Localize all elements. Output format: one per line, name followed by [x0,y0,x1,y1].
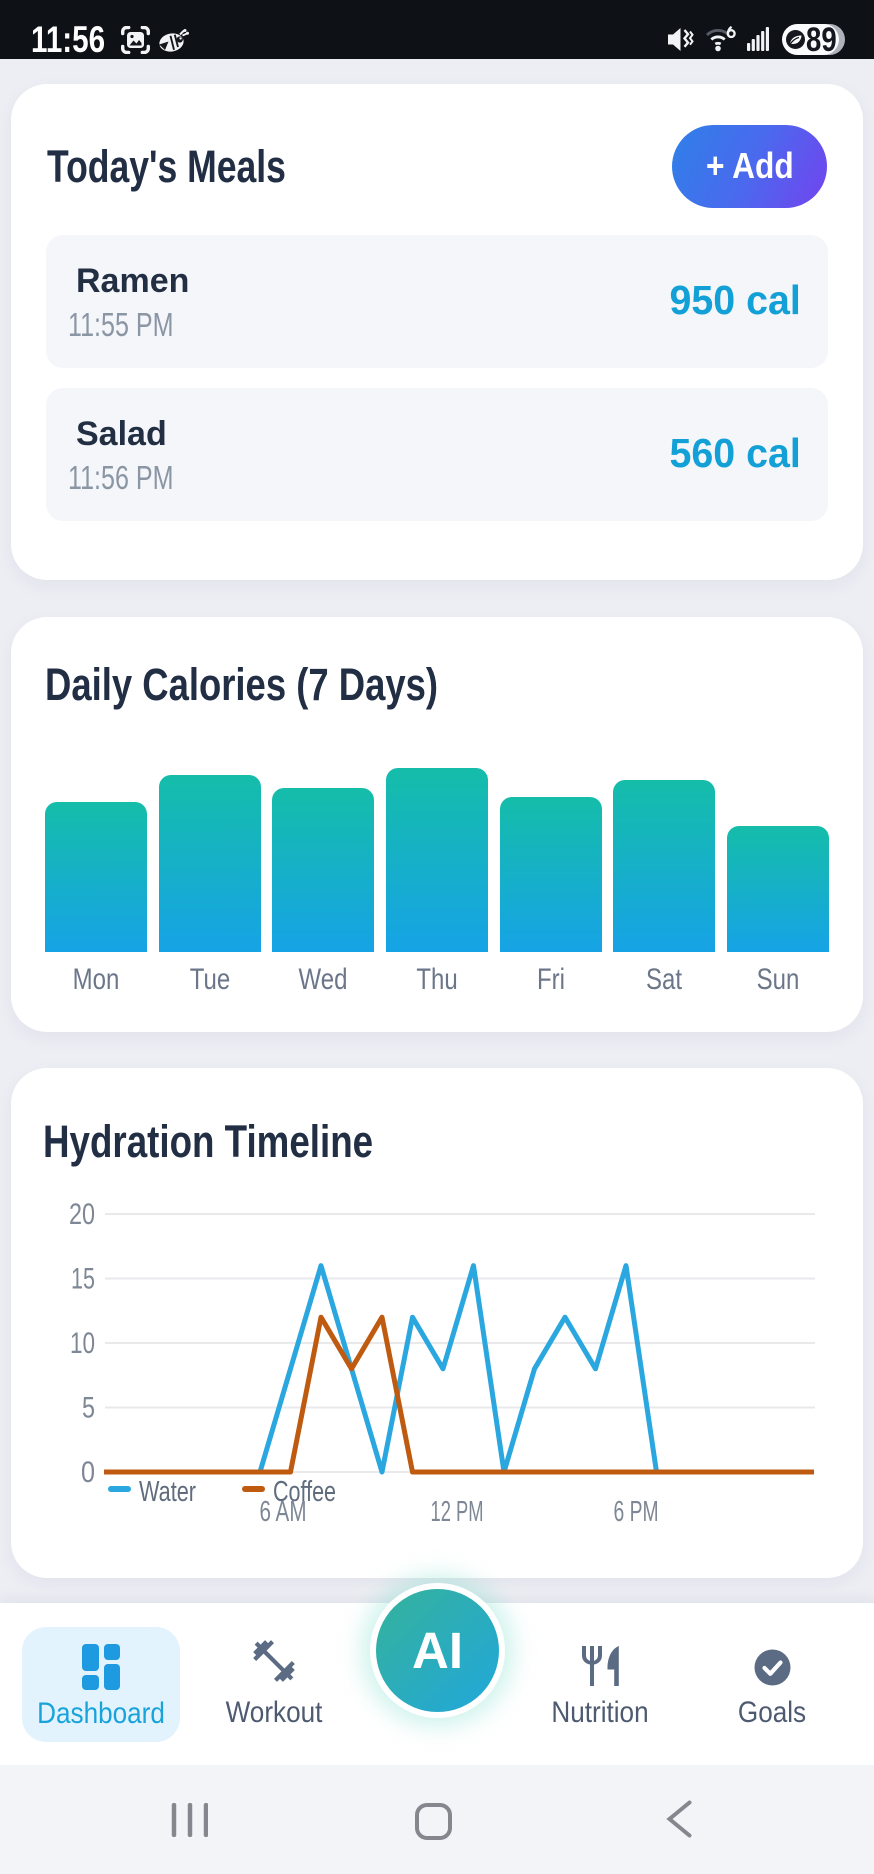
svg-text:10: 10 [70,1327,95,1360]
svg-text:6 PM: 6 PM [614,1496,659,1528]
svg-text:12 PM: 12 PM [431,1496,484,1528]
svg-text:5: 5 [82,1392,95,1425]
svg-text:20: 20 [69,1198,95,1231]
svg-text:15: 15 [71,1263,95,1296]
svg-text:0: 0 [81,1456,95,1489]
svg-text:6 AM: 6 AM [260,1496,307,1528]
svg-text:Water: Water [139,1476,196,1508]
svg-text:Coffee: Coffee [273,1476,336,1508]
